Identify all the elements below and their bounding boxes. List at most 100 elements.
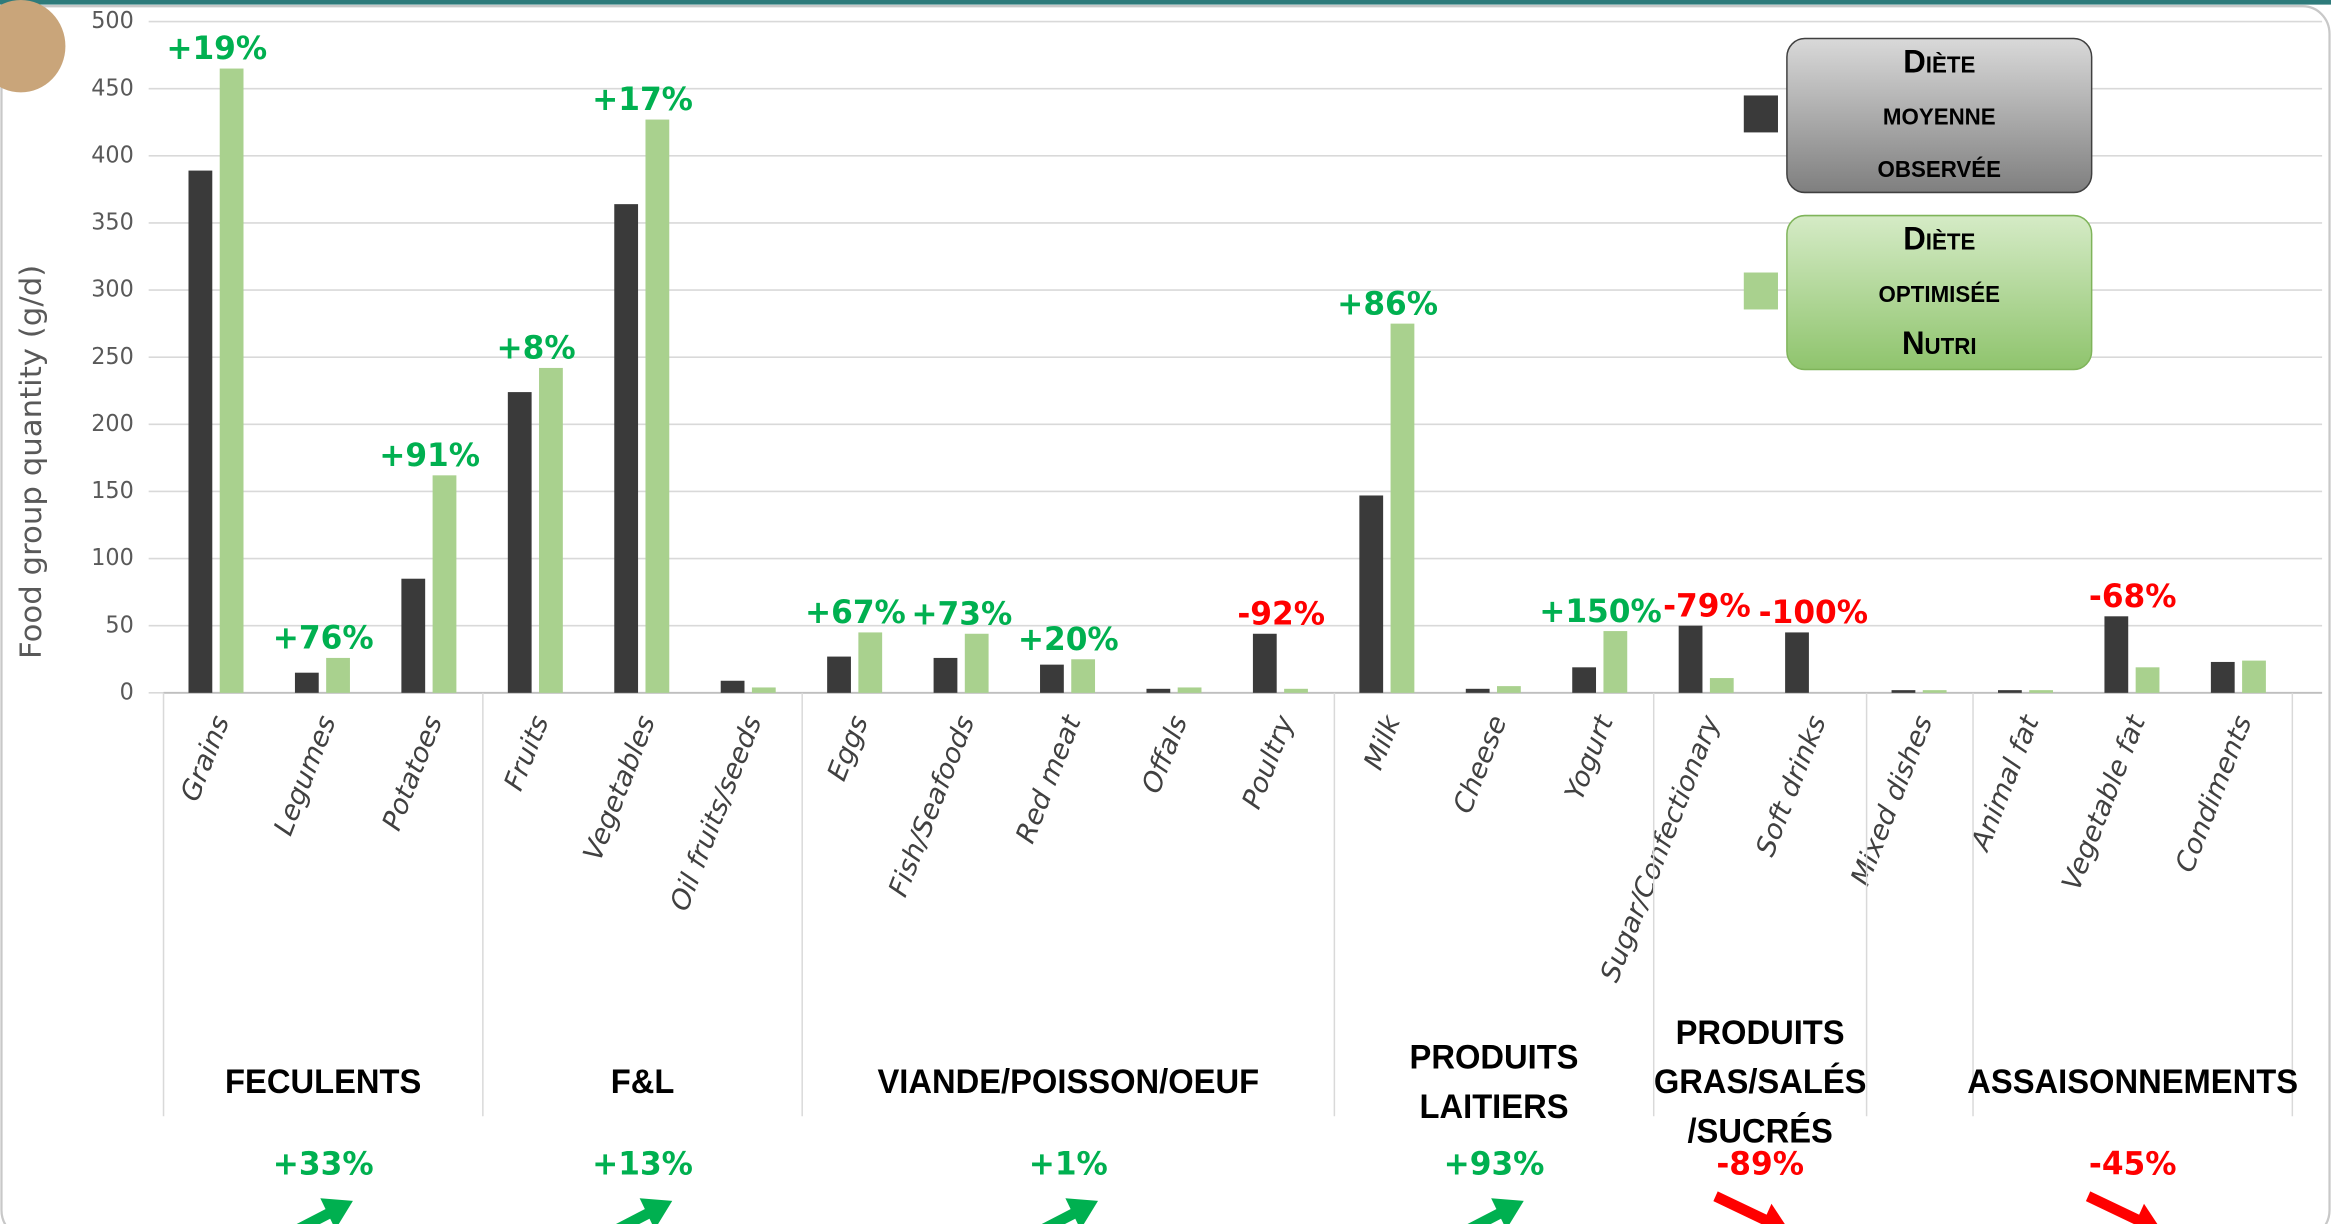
top-band bbox=[0, 0, 2331, 5]
legend-swatch bbox=[1744, 273, 1778, 310]
x-tick-label: Fruits bbox=[499, 711, 555, 795]
change-label: -68% bbox=[2089, 578, 2177, 615]
x-tick-label: Cheese bbox=[1448, 711, 1513, 818]
legend-label-box: Diète optimisée Nutri bbox=[1787, 216, 2092, 370]
bar bbox=[1603, 631, 1627, 693]
bar bbox=[721, 681, 745, 693]
legend-label: Diète moyenne observée bbox=[1787, 38, 2092, 192]
x-tick-label: Fish/Seafoods bbox=[883, 711, 981, 901]
bar bbox=[1497, 686, 1521, 693]
change-label: +17% bbox=[592, 82, 693, 119]
y-tick-label: 150 bbox=[91, 478, 134, 504]
x-tick-label: Vegetable fat bbox=[2056, 710, 2152, 895]
group-change: -45% bbox=[2089, 1146, 2177, 1183]
bar bbox=[295, 673, 319, 693]
bar bbox=[220, 69, 244, 693]
x-tick-label: Mixed dishes bbox=[1846, 711, 1939, 890]
change-label: -100% bbox=[1759, 595, 1868, 632]
x-tick-label: Milk bbox=[1358, 710, 1407, 774]
x-tick-label: Poultry bbox=[1237, 710, 1301, 813]
x-tick-label: Eggs bbox=[822, 711, 875, 785]
change-label: -79% bbox=[1663, 588, 1751, 625]
group-change: -89% bbox=[1716, 1146, 1804, 1183]
bar bbox=[827, 657, 851, 693]
chart: Food group quantity (g/d) 0 50 100 150 200 25… bbox=[0, 0, 2331, 1224]
bar bbox=[401, 579, 425, 693]
bar bbox=[1572, 667, 1596, 693]
y-tick-label: 250 bbox=[91, 343, 134, 369]
x-tick-label: Animal fat bbox=[1965, 710, 2046, 857]
x-tick-label: Oil fruits/seeds bbox=[665, 711, 768, 915]
group-change: +33% bbox=[273, 1146, 374, 1183]
y-tick-label: 200 bbox=[91, 411, 134, 437]
x-tick-label: Grains bbox=[175, 711, 236, 806]
bar bbox=[539, 368, 563, 693]
bar bbox=[1146, 689, 1170, 693]
bar bbox=[1253, 634, 1277, 693]
bar bbox=[1040, 665, 1064, 693]
bar bbox=[1923, 690, 1947, 693]
x-tick-label: Sugar/Confectionary bbox=[1595, 710, 1726, 986]
bar bbox=[1359, 495, 1383, 692]
y-tick-label: 0 bbox=[120, 679, 134, 705]
x-tick-label: Red meat bbox=[1011, 710, 1088, 848]
change-label: +86% bbox=[1337, 286, 1438, 323]
change-label: +91% bbox=[379, 438, 480, 475]
y-axis-title: Food group quantity (g/d) bbox=[15, 265, 49, 659]
bar bbox=[1284, 689, 1308, 693]
y-tick-label: 350 bbox=[91, 209, 134, 235]
bar bbox=[1466, 689, 1490, 693]
change-label: +8% bbox=[497, 330, 576, 367]
x-tick-label: Potatoes bbox=[377, 711, 449, 835]
bar bbox=[1679, 626, 1703, 693]
bar bbox=[2242, 661, 2266, 693]
bar bbox=[934, 658, 958, 693]
legend-label: Diète optimisée Nutri bbox=[1787, 216, 2092, 370]
group-change: +1% bbox=[1029, 1146, 1108, 1183]
change-label: +150% bbox=[1539, 593, 1662, 630]
bar bbox=[752, 687, 776, 692]
change-label: +20% bbox=[1018, 621, 1119, 658]
bar bbox=[1071, 659, 1095, 693]
bar bbox=[2211, 662, 2235, 693]
bar bbox=[1998, 690, 2022, 693]
change-label: +67% bbox=[805, 595, 906, 632]
bar bbox=[2136, 667, 2160, 693]
bar bbox=[2029, 690, 2053, 693]
change-label: +76% bbox=[273, 620, 374, 657]
bar bbox=[433, 475, 457, 692]
bar bbox=[858, 632, 882, 692]
change-label: +19% bbox=[166, 31, 267, 68]
y-tick-label: 500 bbox=[91, 8, 134, 34]
x-tick-label: Legumes bbox=[268, 711, 342, 840]
x-tick-label: Offals bbox=[1136, 711, 1194, 798]
y-tick-label: 450 bbox=[91, 75, 134, 101]
bar bbox=[1391, 324, 1415, 693]
change-label: +73% bbox=[911, 596, 1012, 633]
group-change: +13% bbox=[592, 1146, 693, 1183]
bar bbox=[965, 634, 989, 693]
bar bbox=[1178, 687, 1202, 692]
x-tick-label: Vegetables bbox=[578, 711, 662, 865]
bar bbox=[1892, 690, 1916, 693]
bar bbox=[2104, 616, 2128, 693]
x-tick-label: Yogurt bbox=[1559, 710, 1620, 805]
bar bbox=[1785, 632, 1809, 692]
bar bbox=[1710, 678, 1734, 693]
bar bbox=[326, 658, 350, 693]
legend-swatch bbox=[1744, 95, 1778, 132]
y-tick-label: 400 bbox=[91, 142, 134, 168]
bar bbox=[189, 171, 213, 693]
bar bbox=[614, 204, 638, 693]
bar bbox=[508, 392, 532, 693]
y-tick-label: 50 bbox=[105, 612, 133, 638]
logo bbox=[0, 0, 65, 92]
legend-label-box: Diète moyenne observée bbox=[1787, 38, 2092, 192]
x-tick-label: Condiments bbox=[2170, 711, 2258, 877]
change-label: -92% bbox=[1237, 596, 1325, 633]
y-tick-label: 100 bbox=[91, 545, 134, 571]
group-change: +93% bbox=[1444, 1146, 1545, 1183]
x-tick-label: Soft drinks bbox=[1750, 711, 1832, 861]
bar bbox=[645, 120, 669, 693]
y-tick-label: 300 bbox=[91, 276, 134, 302]
